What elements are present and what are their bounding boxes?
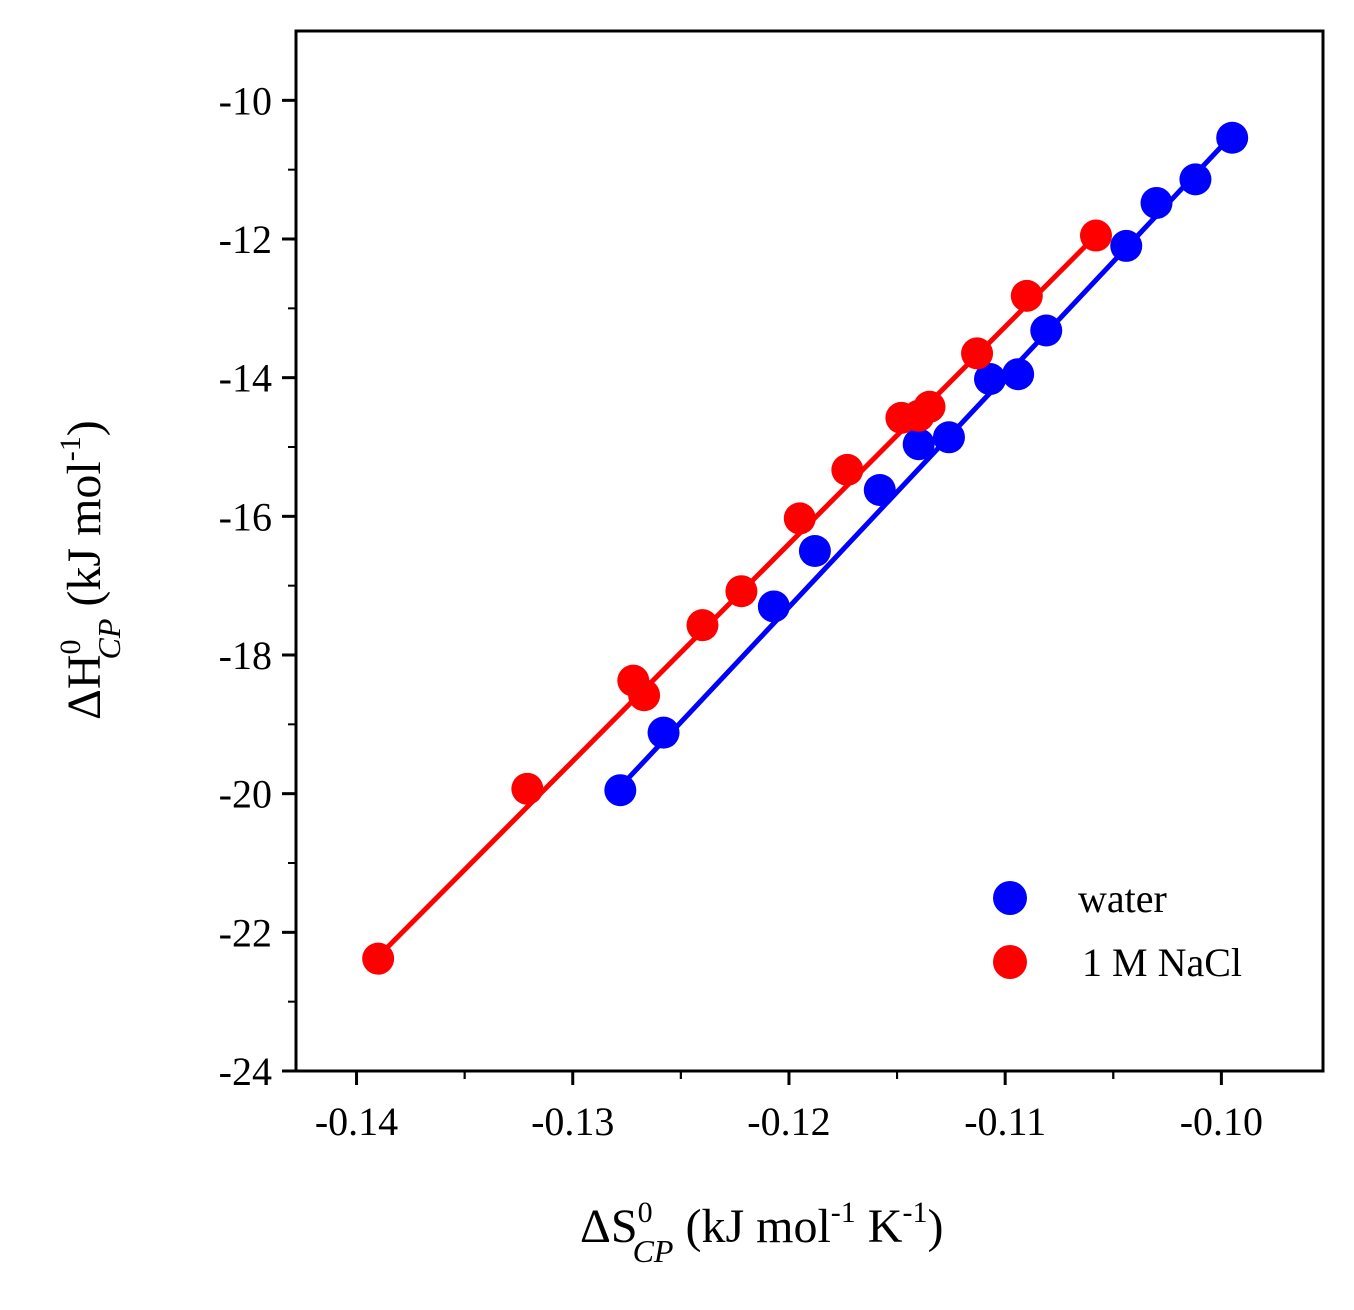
legend-marker-nacl xyxy=(993,945,1027,979)
data-points xyxy=(362,121,1249,975)
plot-frame xyxy=(294,29,1325,1073)
legend: water 1 M NaCl xyxy=(993,876,1242,985)
x-axis-title: ΔS0 CP (kJ mol-1 K-1) xyxy=(580,1196,943,1269)
legend-label-nacl: 1 M NaCl xyxy=(1082,940,1242,985)
fit-line-water xyxy=(618,133,1235,789)
data-point-water xyxy=(1216,121,1249,154)
data-point-water xyxy=(902,428,935,461)
data-point-nacl xyxy=(913,390,946,423)
y-tick-label: -22 xyxy=(219,910,272,955)
data-point-nacl xyxy=(961,337,994,370)
data-point-water xyxy=(1140,186,1173,219)
data-point-nacl xyxy=(831,453,864,486)
y-axis-title: ΔH0 CP (kJ mol-1) xyxy=(54,420,127,720)
y-tick-label: -12 xyxy=(219,217,272,262)
y-tick-label: -18 xyxy=(219,633,272,678)
data-point-water xyxy=(647,716,680,749)
y-tick-label: -16 xyxy=(219,494,272,539)
data-point-water xyxy=(1179,163,1212,196)
y-axis-ticks: -24 -22 -20 -18 -16 -14 -12 -10 xyxy=(219,78,296,1094)
y-tick-label: -20 xyxy=(219,772,272,817)
x-tick-label: -0.10 xyxy=(1180,1099,1263,1144)
data-point-nacl xyxy=(511,772,544,805)
x-tick-label: -0.13 xyxy=(531,1099,614,1144)
data-point-nacl xyxy=(686,609,719,642)
data-point-water xyxy=(1030,314,1063,347)
data-point-water xyxy=(863,473,896,506)
legend-label-water: water xyxy=(1078,876,1167,921)
data-point-water xyxy=(1110,229,1143,262)
data-point-water xyxy=(932,421,965,454)
data-point-water xyxy=(798,535,831,567)
data-point-water xyxy=(974,363,1007,396)
data-point-nacl xyxy=(362,942,395,975)
y-tick-label: -24 xyxy=(219,1049,272,1094)
data-point-water xyxy=(604,774,637,807)
y-tick-label: -14 xyxy=(219,356,272,401)
data-point-nacl xyxy=(1079,219,1112,252)
data-point-nacl xyxy=(725,575,758,608)
data-point-nacl xyxy=(783,502,816,535)
x-tick-label: -0.11 xyxy=(964,1099,1046,1144)
x-axis-ticks: -0.14 -0.13 -0.12 -0.11 -0.10 xyxy=(315,1071,1263,1144)
data-point-nacl xyxy=(1010,279,1043,312)
data-point-water xyxy=(757,590,790,623)
y-tick-label: -10 xyxy=(219,78,272,123)
x-tick-label: -0.12 xyxy=(747,1099,830,1144)
legend-marker-water xyxy=(993,881,1027,915)
x-tick-label: -0.14 xyxy=(315,1099,398,1144)
data-point-nacl xyxy=(628,679,661,712)
data-point-water xyxy=(1002,358,1035,391)
